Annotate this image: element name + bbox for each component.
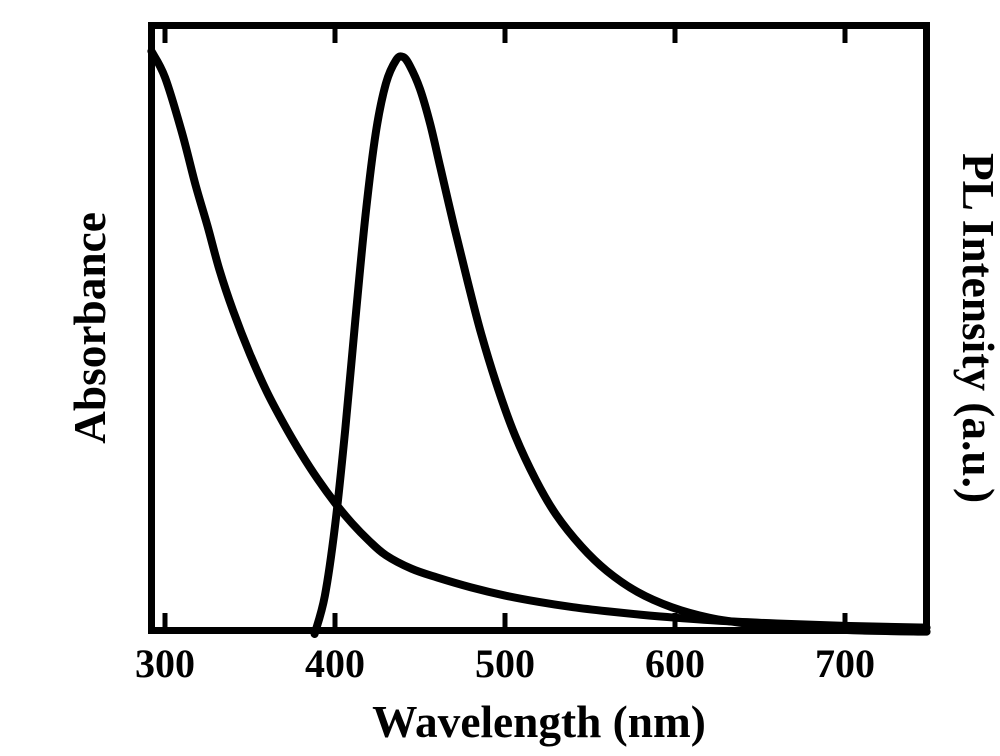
x-tick-label: 700 <box>815 640 875 687</box>
spectra-figure: Absorbance PL Intensity (a.u.) Wavelengt… <box>0 0 1000 756</box>
x-axis-label: Wavelength (nm) <box>372 696 706 748</box>
y-right-axis-label: PL Intensity (a.u.) <box>952 153 1000 503</box>
series-absorbance <box>151 51 926 627</box>
x-tick-label: 400 <box>305 640 365 687</box>
series-pl_intensity <box>315 56 927 634</box>
x-tick-label: 500 <box>475 640 535 687</box>
plot-svg <box>148 22 930 634</box>
x-tick-label: 300 <box>135 640 195 687</box>
x-tick-label: 600 <box>645 640 705 687</box>
plot-area <box>148 22 930 634</box>
y-left-axis-label: Absorbance <box>64 212 116 444</box>
